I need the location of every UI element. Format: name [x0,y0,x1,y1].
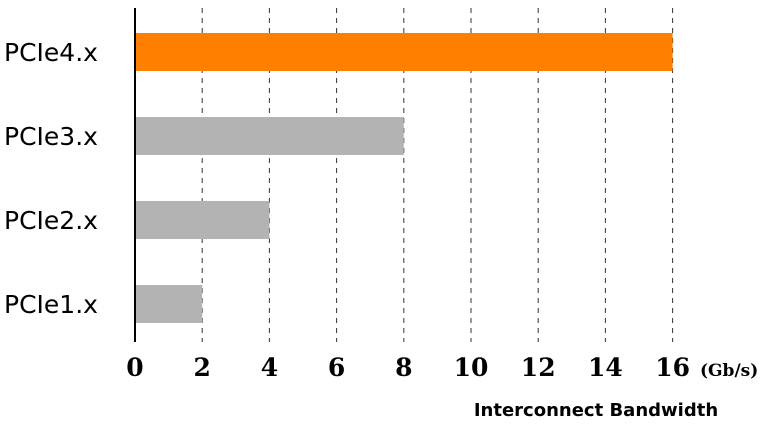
category-labels: PCIe4.x PCIe3.x PCIe2.x PCIe1.x [4,38,98,319]
bar-pcie1-x [135,285,203,323]
x-tick-label: 10 [454,353,489,382]
x-tick-label: 12 [521,353,556,382]
x-axis-title: Interconnect Bandwidth [474,400,718,421]
x-tick-label: 0 [126,353,143,382]
category-label: PCIe1.x [4,290,98,319]
x-tick-label: 6 [328,353,345,382]
x-tick-label: 16 [655,353,690,382]
category-label: PCIe2.x [4,206,98,235]
bar-pcie3-x [135,117,404,155]
x-tick-label: 14 [588,353,623,382]
bars [135,33,673,323]
x-tick-labels: 0 2 4 6 8 10 12 14 16 [126,353,690,382]
x-tick-label: 8 [395,353,412,382]
x-unit-label: (Gb/s) [700,361,758,381]
category-label: PCIe4.x [4,38,98,67]
x-tick-label: 4 [261,353,278,382]
bar-pcie4-x [135,33,673,71]
bar-pcie2-x [135,201,270,239]
x-tick-label: 2 [193,353,210,382]
category-label: PCIe3.x [4,122,98,151]
